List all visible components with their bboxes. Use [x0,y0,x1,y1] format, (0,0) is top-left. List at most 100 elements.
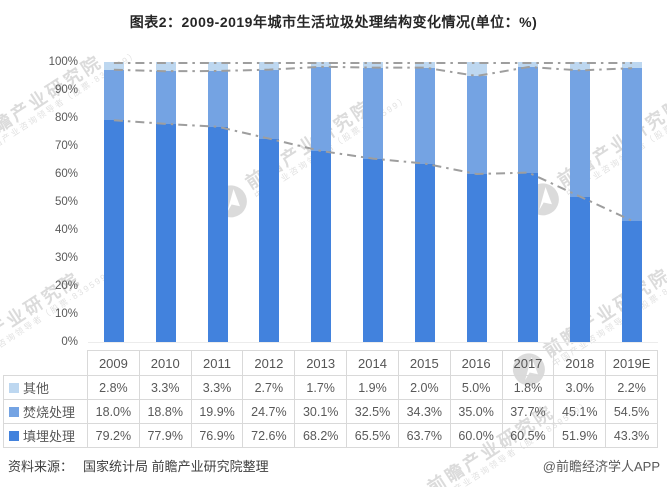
bar-segment-incineration [570,70,591,197]
bar-segment-other [155,62,176,72]
bar-segment-landfill [207,126,228,342]
y-tick-label: 90% [54,84,78,96]
value-cell: 3.3% [139,376,192,400]
value-cell: 1.8% [502,376,555,400]
table-header-2016: 2016 [450,350,503,376]
stacked-bar [466,62,487,342]
value-cell: 51.9% [554,424,607,448]
y-tick-label: 100% [48,56,78,68]
bar-segment-landfill [362,158,383,342]
y-axis: 0% 10% 20% 30% 40% 50% 60% 70% 80% 90% 100% [0,56,80,348]
bar-segment-landfill [622,220,643,342]
bar-segment-incineration [207,71,228,127]
bar-segment-incineration [362,67,383,159]
bar-column-2016 [451,62,503,342]
bar-column-2018 [554,62,606,342]
bar-segment-landfill [311,151,332,342]
bar-segment-incineration [414,67,435,164]
bar-series [88,62,658,342]
table-row-label: 填埋处理 [3,424,88,448]
stacked-bar [518,62,539,342]
table-corner-cell [3,350,88,376]
value-cell: 1.7% [295,376,348,400]
stacked-bar [311,62,332,342]
value-cell: 18.0% [88,400,140,424]
source-label: 资料来源： [8,459,74,474]
table-header-2017: 2017 [502,350,555,376]
bar-segment-other [466,62,487,76]
value-cell: 2.2% [606,376,658,400]
value-cell: 35.0% [450,400,503,424]
value-cell: 60.5% [502,424,555,448]
bar-column-2015 [399,62,451,342]
bar-segment-landfill [570,196,591,342]
value-cell: 19.9% [191,400,244,424]
source-text: 国家统计局 前瞻产业研究院整理 [83,459,269,474]
value-cell: 79.2% [88,424,140,448]
value-cell: 72.6% [243,424,296,448]
y-tick-label: 80% [54,112,78,124]
table-header-2013: 2013 [295,350,348,376]
table-header-2012: 2012 [243,350,296,376]
series-label: 焚烧处理 [23,405,76,420]
bar-segment-other [207,62,228,72]
value-cell: 60.0% [450,424,503,448]
chart-title: 图表2：2009-2019年城市生活垃圾处理结构变化情况(单位：%) [129,14,538,30]
table-header-2015: 2015 [398,350,451,376]
y-tick-label: 20% [54,280,78,292]
value-cell: 18.8% [139,400,192,424]
footer: 资料来源： 国家统计局 前瞻产业研究院整理 @前瞻经济学人APP [8,456,660,475]
y-tick-label: 70% [54,140,78,152]
bar-segment-landfill [155,123,176,342]
table-header-2019E: 2019E [606,350,658,376]
value-cell: 3.3% [191,376,244,400]
bar-segment-incineration [259,69,280,139]
value-cell: 68.2% [295,424,348,448]
bar-segment-other [362,62,383,68]
bar-segment-incineration [311,66,332,152]
credit-note: @前瞻经济学人APP [542,459,660,474]
bar-segment-incineration [155,71,176,124]
value-cell: 43.3% [606,424,658,448]
value-cell: 37.7% [502,400,555,424]
y-tick-label: 0% [61,336,78,348]
bar-column-2013 [295,62,347,342]
value-cell: 5.0% [450,376,503,400]
stacked-bar [362,62,383,342]
y-tick-label: 40% [54,224,78,236]
y-tick-label: 60% [54,168,78,180]
value-cell: 2.0% [398,376,451,400]
value-cell: 1.9% [347,376,399,400]
stacked-bar [207,62,228,342]
bar-segment-other [518,62,539,68]
bar-segment-other [414,62,435,68]
data-table: 2009 2010 2011 2012 2013 2014 2015 2016 2017 2018… [3,350,658,448]
value-cell: 2.8% [88,376,140,400]
bar-segment-incineration [466,76,487,174]
bar-segment-landfill [466,174,487,342]
value-cell: 65.5% [347,424,399,448]
bar-segment-incineration [103,69,124,121]
value-cell: 77.9% [139,424,192,448]
series-label: 填埋处理 [23,429,76,444]
cumulative-line-填埋处理累计 [113,119,633,222]
y-tick-label: 50% [54,196,78,208]
value-cell: 3.0% [554,376,607,400]
bar-segment-incineration [518,67,539,173]
table-header-2009: 2009 [88,350,140,376]
table-row-label: 其他 [3,376,88,400]
source-note: 资料来源： 国家统计局 前瞻产业研究院整理 [8,456,269,475]
value-cell: 76.9% [191,424,244,448]
y-tick-label: 10% [54,308,78,320]
stacked-bar [103,62,124,342]
legend-swatch [9,382,19,393]
bar-column-2012 [243,62,295,342]
bar-segment-other [311,62,332,67]
value-cell: 45.1% [554,400,607,424]
value-cell: 24.7% [243,400,296,424]
table-row-label: 焚烧处理 [3,400,88,424]
bar-segment-other [259,62,280,70]
table-header-2014: 2014 [347,350,399,376]
bar-column-2019E [606,62,658,342]
